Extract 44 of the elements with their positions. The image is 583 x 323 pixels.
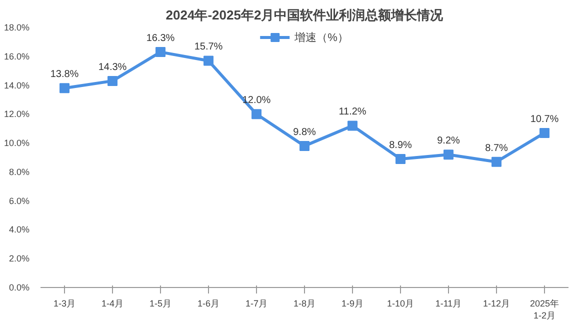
chart-title: 2024年-2025年2月中国软件业利润总额增长情况 [166,8,444,22]
x-tick-label: 1-4月 [101,298,124,308]
y-tick-label: 4.0% [8,224,30,235]
x-tick-label: 2025年 1-2月 [530,298,560,320]
point [252,109,262,120]
y-tick-label: 14.0% [4,80,30,90]
data-label: 10.7% [530,114,559,125]
legend-label: 增速（%） [294,30,348,44]
y-tick-label: 16.0% [4,51,30,62]
x-tick-label: 1-12月 [482,298,510,308]
point [156,47,166,58]
y-tick-label: 10.0% [4,138,30,148]
data-label: 8.7% [485,142,508,154]
point [492,156,502,167]
point [396,154,406,164]
data-label: 13.8% [50,69,79,80]
data-label: 9.2% [437,136,460,147]
x-tick-label: 1-11月 [435,298,462,308]
x-tick-label: 1-9月 [341,298,364,308]
y-tick-label: 2.0% [8,254,30,264]
y-tick-label: 8.0% [8,166,30,177]
point [540,128,550,138]
data-label: 16.3% [146,33,175,44]
data-label: 8.9% [389,140,412,151]
point [204,56,214,66]
data-label: 14.3% [98,62,127,73]
point [444,150,454,160]
x-tick-label: 1-8月 [293,298,316,308]
data-label: 15.7% [194,42,223,53]
data-label: 11.2% [338,106,366,118]
point [108,76,118,86]
x-tick-label: 1-6月 [197,298,220,308]
y-tick-label: 6.0% [8,196,30,206]
data-label: 9.8% [293,126,316,138]
point [300,140,310,151]
x-tick-label: 1-3月 [53,298,76,308]
point [348,120,358,131]
y-tick-label: 12.0% [4,109,30,120]
x-tick-label: 1-7月 [245,298,268,308]
x-tick-label: 1-5月 [149,298,172,308]
point [60,83,70,94]
x-tick-label: 1-10月 [386,298,414,308]
y-tick-label: 18.0% [4,22,30,32]
y-tick-label: 0.0% [8,282,30,292]
